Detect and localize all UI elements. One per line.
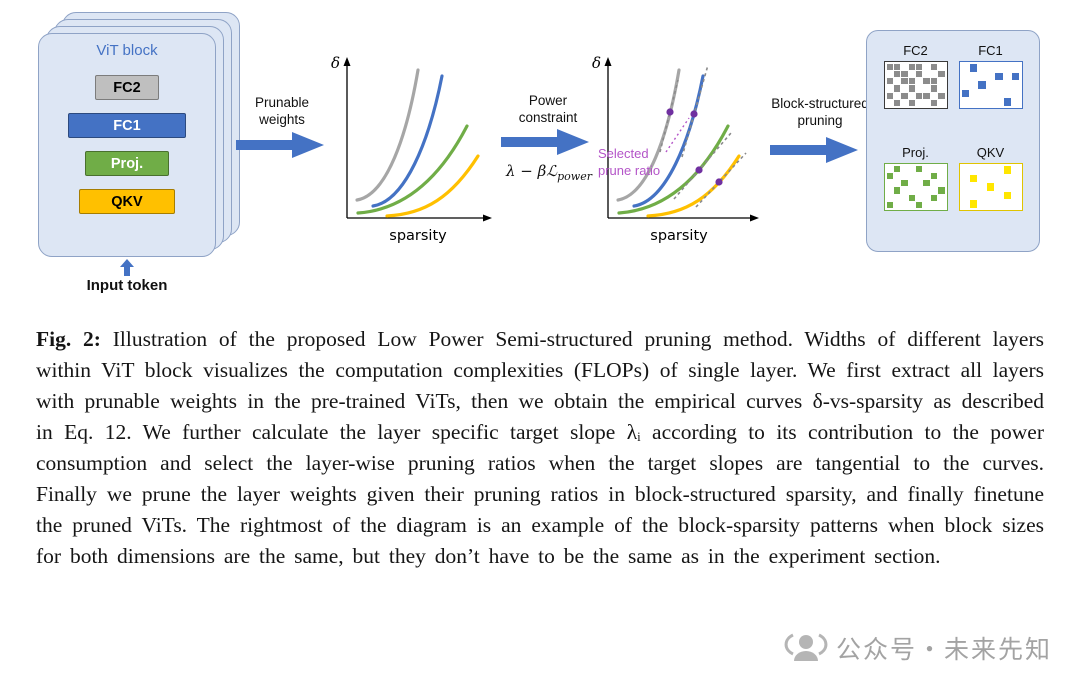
selected-point: [715, 178, 723, 186]
sparsity-grid-fc1: [958, 61, 1023, 109]
pattern-fc1: FC1: [958, 43, 1023, 139]
arrow-right-icon: [501, 129, 589, 155]
arrow-right-icon: [236, 132, 324, 158]
curve-proj: [617, 124, 730, 215]
y-axis-label: δ: [331, 54, 340, 72]
x-axis-label: sparsity: [650, 228, 708, 244]
watermark-text: 公众号・未来先知: [835, 636, 1052, 664]
sparsity-grid-fc2: [883, 61, 948, 109]
x-axis-label: sparsity: [389, 228, 447, 244]
x-axis-arrow-icon: [750, 214, 759, 222]
input-token-arrow-icon: [120, 259, 134, 276]
annotation-pointer-line: [665, 117, 690, 153]
sparsity-grid-qkv: [958, 163, 1023, 211]
pattern-fc2: FC2: [883, 43, 948, 139]
block-sparsity-pattern-box: FC2 FC1 Proj. QKV: [866, 30, 1040, 252]
delta-sparsity-plot: δ sparsity: [331, 54, 492, 244]
pattern-proj: Proj.: [883, 145, 948, 241]
block-structured-pruning-label: Block-structured pruning: [771, 96, 869, 128]
selected-prune-ratio-plot: δ sparsity: [592, 54, 759, 244]
layer-bar-fc2: FC2: [95, 75, 159, 100]
vit-block-stack: ViT block FC2 FC1 Proj. QKV: [38, 12, 250, 264]
pattern-label: Proj.: [902, 145, 929, 160]
selected-point: [695, 166, 703, 174]
prunable-weights-label: Prunable weights: [254, 95, 310, 127]
y-axis-arrow-icon: [604, 57, 612, 66]
y-axis-label: δ: [592, 54, 601, 72]
layer-bar-qkv: QKV: [79, 189, 175, 214]
pattern-label: FC2: [903, 43, 928, 58]
pruning-method-diagram: ViT block FC2 FC1 Proj. QKV Input token …: [0, 0, 1080, 314]
layer-label: FC2: [113, 79, 141, 96]
selected-point: [666, 108, 674, 116]
tangent-line: [673, 132, 732, 200]
tangent-line: [659, 79, 679, 153]
vit-block-title: ViT block: [96, 42, 158, 59]
curve-qkv: [646, 154, 741, 218]
curve-fc1: [632, 74, 705, 208]
tangent-line: [681, 64, 709, 158]
arrow-right-icon: [770, 137, 858, 163]
curve-proj: [356, 124, 469, 215]
curve-fc2: [355, 68, 420, 202]
selected-prune-ratio-label: Selected prune ratio: [598, 146, 661, 178]
power-constraint-label: Power constraint: [518, 93, 578, 125]
layer-label: QKV: [111, 193, 143, 210]
pattern-label: FC1: [978, 43, 1003, 58]
x-axis-arrow-icon: [483, 214, 492, 222]
caption-text: Illustration of the proposed Low Power S…: [36, 327, 1044, 568]
figure-caption: Fig. 2: Illustration of the proposed Low…: [36, 324, 1044, 572]
input-token-label: Input token: [86, 277, 168, 294]
layer-bar-proj: Proj.: [85, 151, 169, 176]
curve-fc1: [371, 74, 444, 208]
curve-qkv: [385, 154, 480, 218]
layer-label: Proj.: [110, 155, 144, 172]
pattern-label: QKV: [976, 145, 1005, 160]
power-constraint-formula: λ − βℒpower: [506, 162, 592, 183]
figure-number-label: Fig. 2:: [36, 327, 101, 351]
layer-bar-fc1: FC1: [68, 113, 186, 138]
vit-block-card: ViT block FC2 FC1 Proj. QKV: [38, 33, 216, 257]
sparsity-grid-proj: [883, 163, 948, 211]
selected-point: [690, 110, 698, 118]
wechat-account-icon: [784, 633, 828, 661]
layer-label: FC1: [113, 117, 141, 134]
curve-fc2: [616, 68, 681, 202]
pattern-qkv: QKV: [958, 145, 1023, 241]
y-axis-arrow-icon: [343, 57, 351, 66]
watermark: 公众号・未来先知: [784, 628, 1052, 668]
